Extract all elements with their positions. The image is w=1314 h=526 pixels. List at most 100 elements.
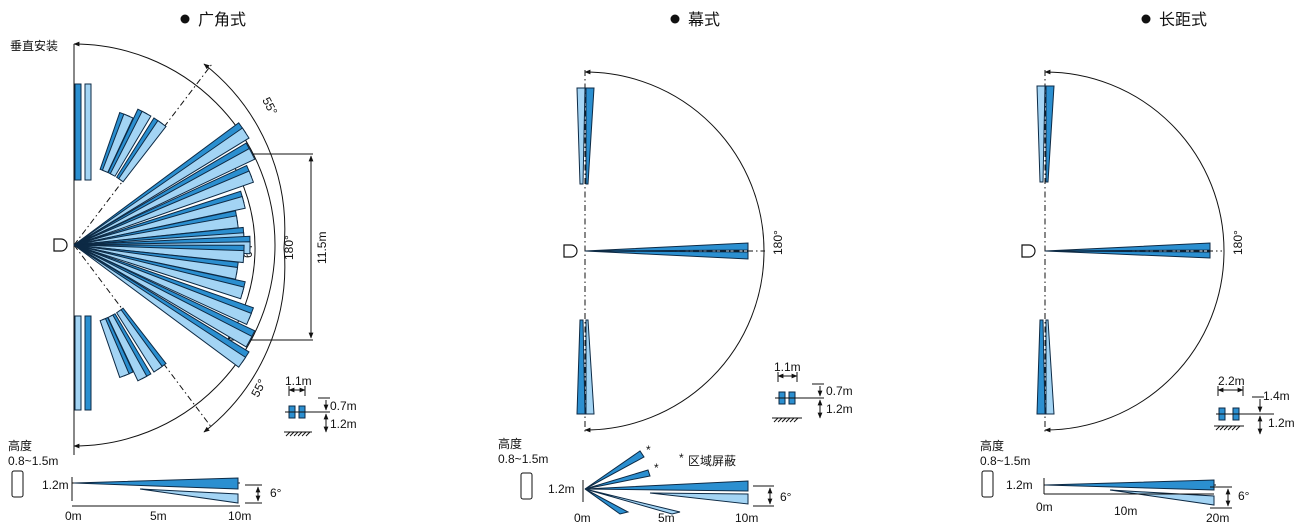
beam xyxy=(73,147,256,246)
beam xyxy=(84,83,92,181)
bullet-icon xyxy=(180,14,190,24)
inset-h2: 1.2m xyxy=(826,402,853,416)
beam xyxy=(74,83,82,181)
angle-full-label: 180° xyxy=(771,230,785,255)
arc-55-top xyxy=(203,63,286,249)
inset-width: 2.2m xyxy=(1218,374,1245,388)
beam xyxy=(585,319,595,415)
beam xyxy=(73,244,253,326)
beam xyxy=(109,110,152,177)
side-height: 1.2m xyxy=(548,482,575,496)
side-angle: 6° xyxy=(780,490,792,504)
panel-wide: 广角式 垂直安装 55° 55° 64° 180° 11.5m 1 xyxy=(8,11,357,523)
height-label: 高度 xyxy=(980,438,1004,453)
beam xyxy=(1044,250,1211,259)
side-sensor-icon xyxy=(520,472,533,500)
beam xyxy=(73,477,239,490)
beam xyxy=(73,127,250,246)
beam xyxy=(101,113,134,174)
beam xyxy=(576,87,586,185)
tick-0: 0m xyxy=(1036,500,1053,514)
beam xyxy=(584,250,749,260)
wide-beams xyxy=(73,83,256,411)
beam xyxy=(1036,319,1046,415)
side-beams xyxy=(584,450,749,515)
beam xyxy=(74,315,82,411)
panel-title: 长距式 xyxy=(1159,11,1207,29)
tick-2: 10m xyxy=(735,511,758,525)
side-height: 1.2m xyxy=(1006,478,1033,492)
beam xyxy=(1044,242,1211,252)
long-beams xyxy=(1036,85,1211,415)
bullet-icon xyxy=(1141,14,1151,24)
beam xyxy=(1045,85,1055,183)
side-view: 高度 0.8~1.5m 1.2m * * * 区域屏蔽 6° 0m 5m 10m xyxy=(498,436,792,525)
beam xyxy=(139,488,239,504)
tick-1: 10m xyxy=(1114,504,1137,518)
side-view: 高度 0.8~1.5m 1.2m 6° 0m 10m 20m xyxy=(980,438,1250,525)
arc-180 xyxy=(1044,69,1225,433)
inset-h2: 1.2m xyxy=(1268,416,1295,430)
height-label: 高度 xyxy=(498,436,522,451)
side-height: 1.2m xyxy=(42,478,69,492)
beam xyxy=(118,119,167,183)
tick-2: 10m xyxy=(228,509,251,523)
beam xyxy=(649,492,749,505)
side-sensor-icon xyxy=(981,470,994,498)
beam xyxy=(99,317,130,379)
beam xyxy=(1044,479,1215,491)
beam xyxy=(584,242,749,252)
height-range: 0.8~1.5m xyxy=(980,454,1030,468)
height-range: 0.8~1.5m xyxy=(498,452,548,466)
inset-width: 1.1m xyxy=(285,374,312,388)
side-view: 高度 0.8~1.5m 1.2m 6° 0m 5m 10m xyxy=(8,438,282,523)
tick-1: 5m xyxy=(658,511,675,525)
beam xyxy=(584,488,630,515)
angle-top-label: 55° xyxy=(259,95,280,118)
mask-note: 区域屏蔽 xyxy=(688,454,736,468)
tick-1: 5m xyxy=(150,509,167,523)
inset-h2: 1.2m xyxy=(330,417,357,431)
mount-dimension-inset: 1.1m 0.7m 1.2m xyxy=(284,374,357,437)
tick-2: 20m xyxy=(1206,511,1229,525)
bullet-icon xyxy=(670,14,680,24)
beam xyxy=(584,450,645,490)
arc-180 xyxy=(73,41,276,449)
beam xyxy=(1036,85,1046,183)
height-label: 高度 xyxy=(8,438,32,453)
beam xyxy=(1045,319,1055,415)
mask-mark: * xyxy=(646,443,651,457)
side-angle: 6° xyxy=(270,486,282,500)
beam xyxy=(576,319,586,415)
inset-h1: 1.4m xyxy=(1263,389,1290,403)
mask-mark: * xyxy=(654,461,659,475)
panel-title: 幕式 xyxy=(688,11,720,29)
inset-width: 1.1m xyxy=(774,360,801,374)
beam xyxy=(73,244,245,300)
axis-55-bottom xyxy=(73,244,213,429)
mount-dimension-inset: 2.2m 1.4m 1.2m xyxy=(1214,374,1295,435)
mask-mark: * xyxy=(679,451,684,465)
side-angle: 6° xyxy=(1238,489,1250,503)
panel-title: 广角式 xyxy=(198,11,246,29)
panel-long: 长距式 180° 2.2m 1.4m 1.2m 高度 0.8~1.5m xyxy=(980,11,1295,525)
sensor-icon xyxy=(53,238,68,252)
angle-full-label: 180° xyxy=(282,235,296,260)
beam xyxy=(107,314,148,382)
side-beams xyxy=(73,477,239,504)
inset-h1: 0.7m xyxy=(330,399,357,413)
panel-curtain: 幕式 180° 1.1m 0.7m 1.2m 高度 0.8~1.5m xyxy=(498,11,853,525)
angle-full-label: 180° xyxy=(1231,230,1245,255)
span-label: 11.5m xyxy=(315,232,329,264)
arc-55-bottom xyxy=(203,247,286,433)
beam xyxy=(584,480,749,492)
beam xyxy=(73,244,247,368)
beam xyxy=(84,315,92,411)
mount-dimension-inset: 1.1m 0.7m 1.2m xyxy=(772,360,853,423)
inset-h1: 0.7m xyxy=(826,384,853,398)
height-range: 0.8~1.5m xyxy=(8,454,58,468)
mount-label: 垂直安装 xyxy=(10,38,58,53)
curtain-beams xyxy=(576,87,749,415)
sensor-icon xyxy=(563,244,578,258)
